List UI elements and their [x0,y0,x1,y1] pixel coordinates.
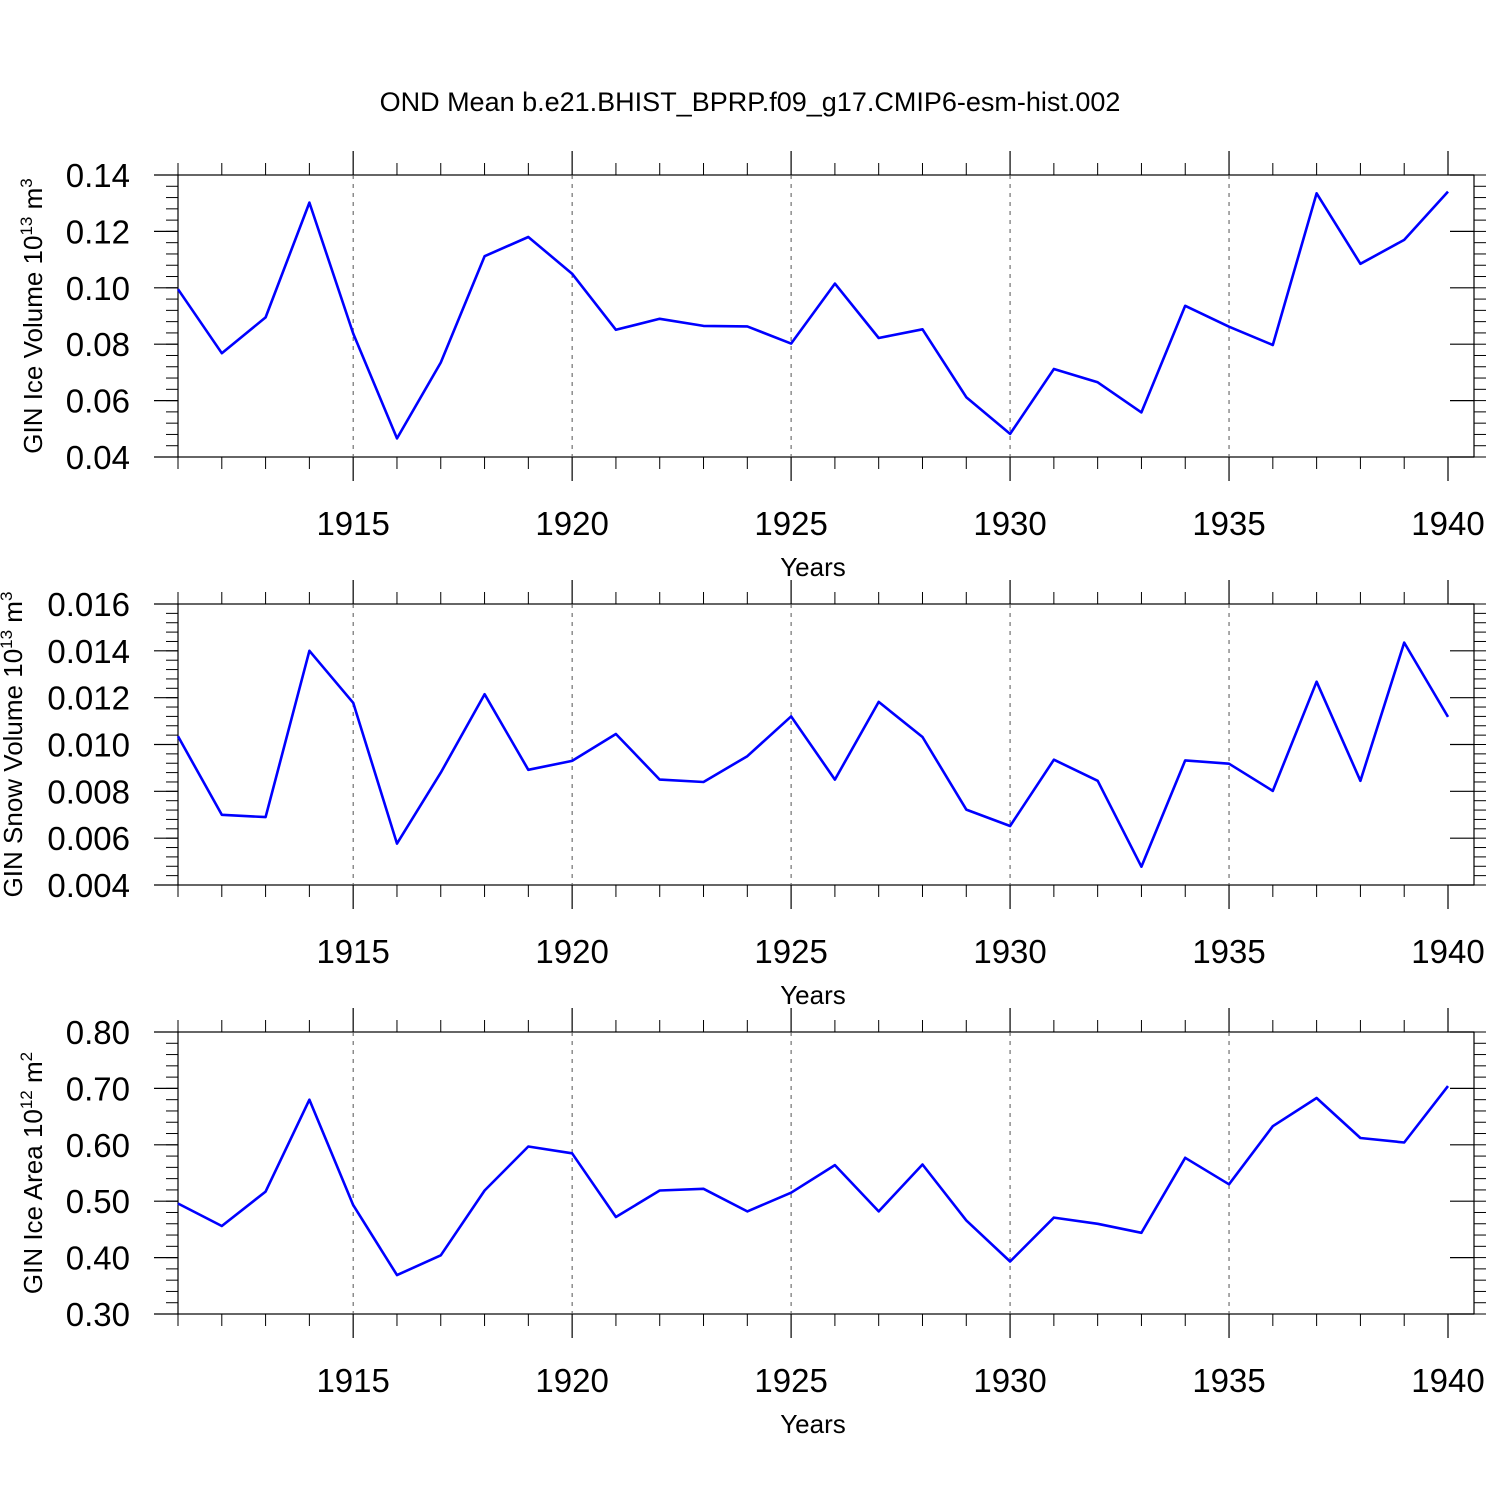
y-axis-label-superscript: 13 [17,217,36,236]
y-tick-label: 0.014 [47,633,130,670]
y-tick-label: 0.60 [66,1127,130,1164]
y-axis-label: GIN Ice Volume 1013 m3 [17,178,48,454]
x-tick-label: 1920 [535,1362,608,1399]
y-tick-label: 0.06 [66,383,130,420]
y-axis-label-superscript: 3 [17,178,36,187]
y-tick-label: 0.010 [47,727,130,764]
series-line [176,641,1450,869]
plot-frame [177,603,1475,886]
y-tick-label: 0.006 [47,820,130,857]
y-axis-label-superscript: 2 [17,1052,36,1061]
x-tick-label: 1915 [316,1362,389,1399]
y-tick-label: 0.016 [47,586,130,623]
series-line [177,1085,1450,1277]
y-tick-label: 0.10 [66,270,130,307]
x-tick-label: 1915 [316,933,389,970]
x-tick-label: 1930 [973,1362,1046,1399]
y-axis-label: GIN Ice Area 1012 m2 [17,1052,48,1294]
y-tick-label: 0.012 [47,680,130,717]
x-axis-label: Years [780,1409,846,1439]
x-tick-label: 1930 [973,505,1046,542]
y-axis-label-text: GIN Ice Area 10 [18,1109,48,1294]
panel-1: 1915 1920 1925 1930 1935 1940 Years 0.04 0.06 0.0… [17,151,1486,582]
x-tick-label: 1935 [1192,933,1265,970]
panel-2: 1915 1920 1925 1930 1935 1940 Years 0.004 0.006 0… [0,580,1486,1010]
y-axis-label-superscript: 12 [17,1090,36,1109]
y-tick-label: 0.008 [47,773,130,810]
y-axis-label-superscript: 3 [0,592,16,601]
figure-title: OND Mean b.e21.BHIST_BPRP.f09_g17.CMIP6-… [380,87,1121,117]
y-tick-label: 0.70 [66,1070,130,1107]
x-tick-label: 1935 [1192,1362,1265,1399]
x-tick-label: 1925 [754,933,827,970]
x-tick-label: 1925 [754,1362,827,1399]
y-tick-label: 0.14 [66,157,130,194]
x-axis-label: Years [780,552,846,582]
y-axis-label-text: m [18,188,48,217]
x-tick-label: 1920 [535,933,608,970]
plot-frame [177,174,1475,458]
y-axis-label-text: m [0,601,28,630]
y-axis-label-superscript: 13 [0,630,16,649]
y-axis-label-text: m [18,1061,48,1090]
x-tick-label: 1915 [316,505,389,542]
y-tick-label: 0.12 [66,213,130,250]
x-tick-label: 1940 [1411,505,1484,542]
y-tick-label: 0.40 [66,1240,130,1277]
panel-3: 1915 1920 1925 1930 1935 1940 Years 0.30 0.40 0.5… [17,1008,1486,1439]
x-tick-label: 1920 [535,505,608,542]
panels: 1915 1920 1925 1930 1935 1940 Years 0.04 0.06 0.0… [0,151,1486,1439]
y-tick-label: 0.50 [66,1183,130,1220]
y-axis-label: GIN Snow Volume 1013 m3 [0,592,28,898]
x-tick-label: 1930 [973,933,1046,970]
x-tick-label: 1935 [1192,505,1265,542]
y-tick-label: 0.80 [66,1014,130,1051]
series-line [176,190,1449,440]
y-tick-label: 0.08 [66,326,130,363]
x-axis-label: Years [780,980,846,1010]
y-tick-label: 0.04 [66,439,130,476]
x-tick-label: 1940 [1411,1362,1484,1399]
y-tick-label: 0.004 [47,867,130,904]
plot-frame [177,1031,1475,1315]
y-axis-label-text: GIN Ice Volume 10 [18,236,48,454]
x-tick-label: 1925 [754,505,827,542]
x-tick-label: 1940 [1411,933,1484,970]
y-tick-label: 0.30 [66,1296,130,1333]
y-axis-label-text: GIN Snow Volume 10 [0,649,28,898]
